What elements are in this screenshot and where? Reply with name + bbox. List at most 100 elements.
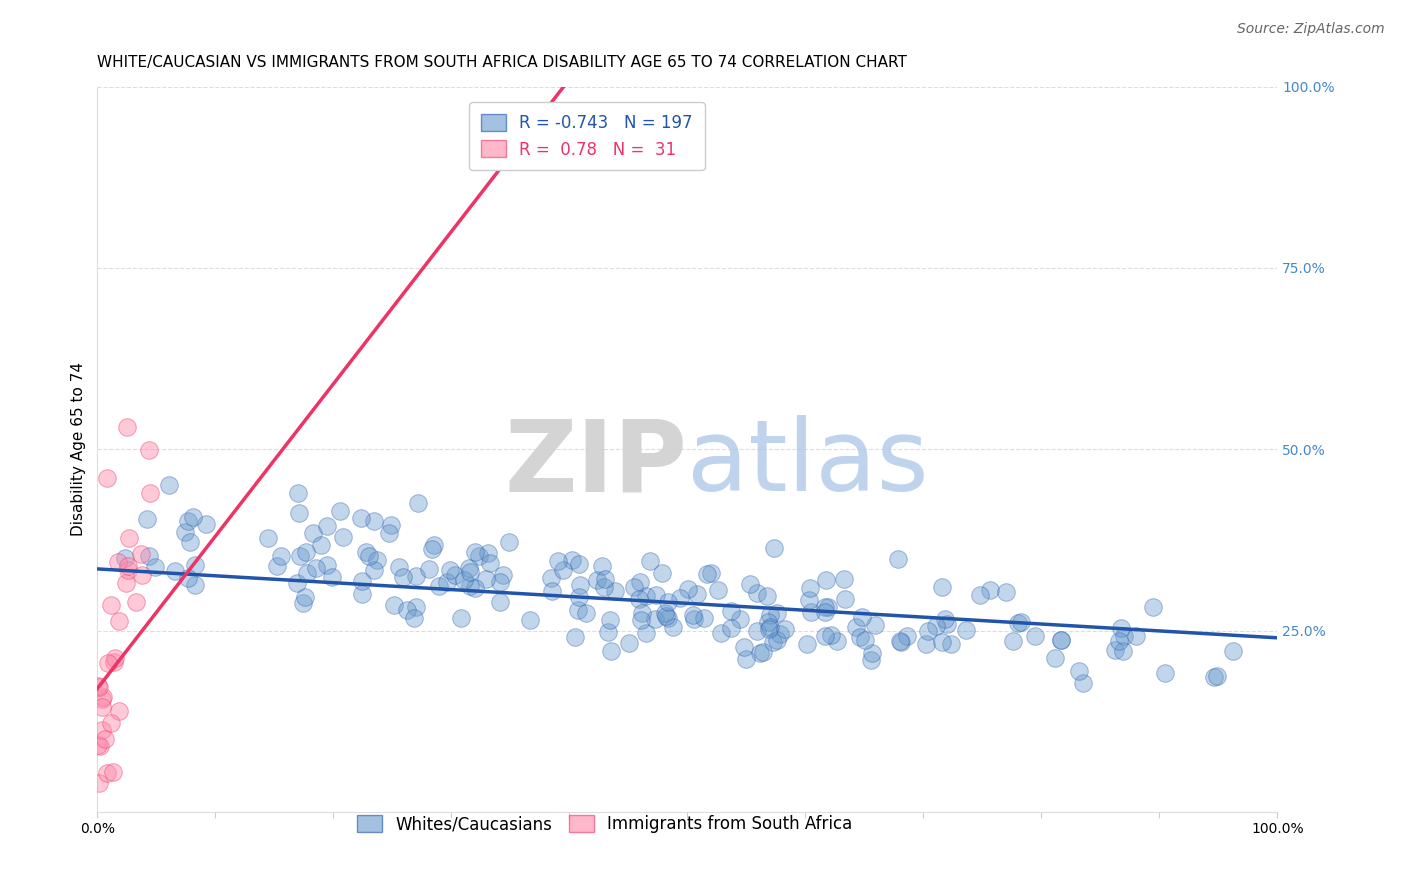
Point (87, 680, 110, 694)
Point (832, 572, 855, 586)
Point (699, 566, 721, 580)
Point (295, 566, 318, 581)
Point (321, 570, 343, 584)
Point (547, 554, 569, 568)
Point (1153, 666, 1175, 681)
Point (825, 634, 848, 648)
Point (797, 593, 820, 607)
Point (931, 635, 953, 649)
Point (436, 574, 458, 589)
Point (388, 560, 411, 574)
Point (890, 635, 912, 649)
Point (1112, 644, 1135, 658)
Point (118, 532, 141, 546)
Point (634, 626, 657, 640)
Point (316, 518, 339, 533)
Point (464, 581, 486, 595)
Point (329, 504, 352, 518)
Point (814, 605, 837, 619)
Point (94, 732, 117, 747)
Point (1007, 615, 1029, 630)
Point (139, 485, 162, 500)
Point (457, 561, 479, 575)
Point (564, 630, 586, 644)
Point (657, 611, 679, 625)
Point (1108, 634, 1130, 648)
Point (315, 558, 337, 572)
Point (851, 610, 873, 624)
Point (915, 637, 938, 651)
Point (350, 574, 373, 589)
Point (378, 525, 401, 540)
Point (551, 563, 574, 577)
Point (97, 656, 120, 670)
Point (103, 655, 125, 669)
Point (395, 603, 418, 617)
Point (1010, 615, 1032, 630)
Point (285, 576, 308, 591)
Point (270, 549, 292, 563)
Point (96, 766, 118, 780)
Point (796, 636, 818, 650)
Point (686, 587, 709, 601)
Point (418, 562, 440, 576)
Point (756, 615, 779, 629)
Point (290, 549, 312, 563)
Point (650, 566, 672, 581)
Point (183, 558, 205, 573)
Point (117, 559, 139, 574)
Point (568, 590, 591, 604)
Point (257, 531, 280, 545)
Point (1222, 644, 1244, 658)
Point (574, 606, 596, 620)
Point (91, 691, 114, 706)
Point (114, 576, 136, 591)
Point (630, 613, 652, 627)
Point (117, 563, 139, 577)
Point (887, 551, 910, 566)
Point (363, 514, 385, 528)
Point (848, 630, 870, 644)
Point (181, 510, 204, 524)
Point (350, 511, 373, 525)
Point (762, 635, 785, 649)
Point (1067, 664, 1090, 678)
Point (969, 588, 991, 602)
Point (294, 545, 316, 559)
Point (108, 704, 131, 718)
Point (107, 555, 129, 569)
Point (655, 609, 678, 624)
Point (107, 614, 129, 628)
Point (800, 605, 823, 619)
Point (568, 558, 591, 572)
Point (814, 629, 837, 643)
Legend: Whites/Caucasians, Immigrants from South Africa: Whites/Caucasians, Immigrants from South… (347, 805, 862, 844)
Point (100, 598, 122, 612)
Point (519, 613, 541, 627)
Point (492, 568, 515, 582)
Point (294, 590, 316, 604)
Point (359, 549, 381, 563)
Point (145, 559, 167, 574)
Point (458, 565, 481, 579)
Point (91, 699, 114, 714)
Point (586, 573, 609, 587)
Point (195, 516, 218, 531)
Text: ZIP: ZIP (505, 416, 688, 512)
Point (747, 585, 769, 599)
Point (405, 569, 427, 583)
Point (439, 563, 461, 577)
Point (863, 618, 886, 632)
Point (710, 626, 733, 640)
Point (766, 633, 789, 648)
Point (657, 595, 679, 609)
Point (138, 442, 160, 457)
Point (87, 738, 110, 752)
Point (356, 544, 378, 558)
Point (363, 563, 385, 577)
Point (917, 624, 939, 639)
Point (309, 538, 332, 552)
Point (489, 575, 512, 590)
Point (820, 628, 842, 642)
Point (773, 622, 796, 636)
